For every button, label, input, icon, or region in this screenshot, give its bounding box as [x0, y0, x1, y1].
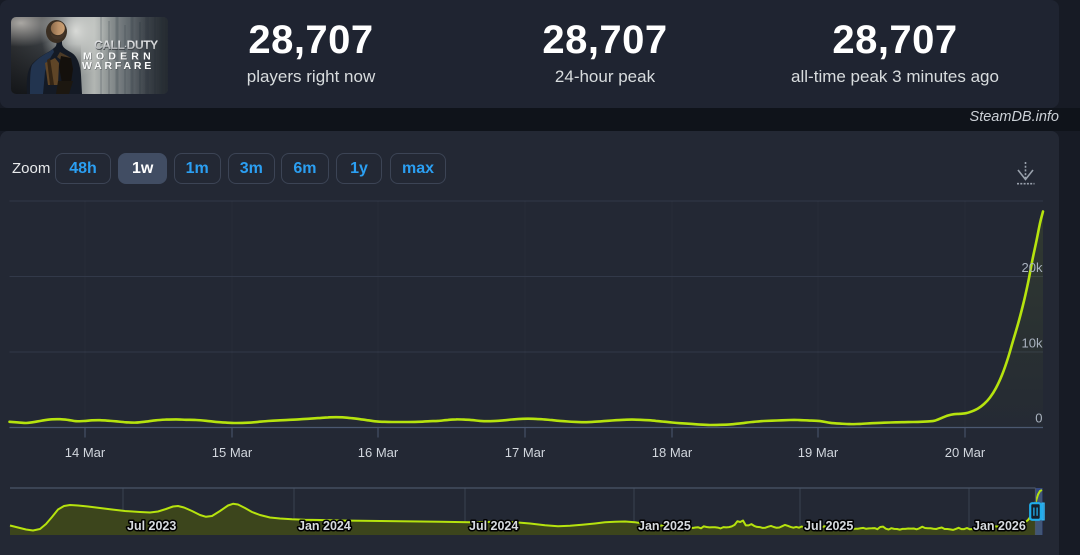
svg-text:Jul 2023: Jul 2023 [127, 519, 176, 533]
svg-text:20 Mar: 20 Mar [945, 445, 986, 460]
svg-text:Jan 2025: Jan 2025 [638, 519, 691, 533]
svg-text:CALL·DUTY: CALL·DUTY [95, 39, 159, 53]
svg-text:WARFARE: WARFARE [82, 60, 154, 72]
svg-text:WARFARE: WARFARE [83, 60, 155, 72]
svg-text:MODERN: MODERN [83, 51, 155, 63]
svg-text:Jul 2025: Jul 2025 [804, 519, 853, 533]
svg-text:17 Mar: 17 Mar [505, 445, 546, 460]
svg-text:16 Mar: 16 Mar [358, 445, 399, 460]
svg-text:20k: 20k [1022, 260, 1043, 275]
svg-text:10k: 10k [1022, 336, 1043, 351]
svg-text:19 Mar: 19 Mar [798, 445, 839, 460]
svg-text:14 Mar: 14 Mar [65, 445, 106, 460]
svg-text:Jan 2026: Jan 2026 [973, 519, 1026, 533]
svg-text:CALL·DUTY: CALL·DUTY [94, 38, 158, 52]
svg-text:MODERN: MODERN [84, 51, 156, 63]
svg-text:18 Mar: 18 Mar [652, 445, 693, 460]
svg-text:0: 0 [1035, 411, 1042, 426]
svg-text:Jul 2024: Jul 2024 [469, 519, 518, 533]
svg-text:15 Mar: 15 Mar [212, 445, 253, 460]
svg-text:Jan 2024: Jan 2024 [298, 519, 351, 533]
